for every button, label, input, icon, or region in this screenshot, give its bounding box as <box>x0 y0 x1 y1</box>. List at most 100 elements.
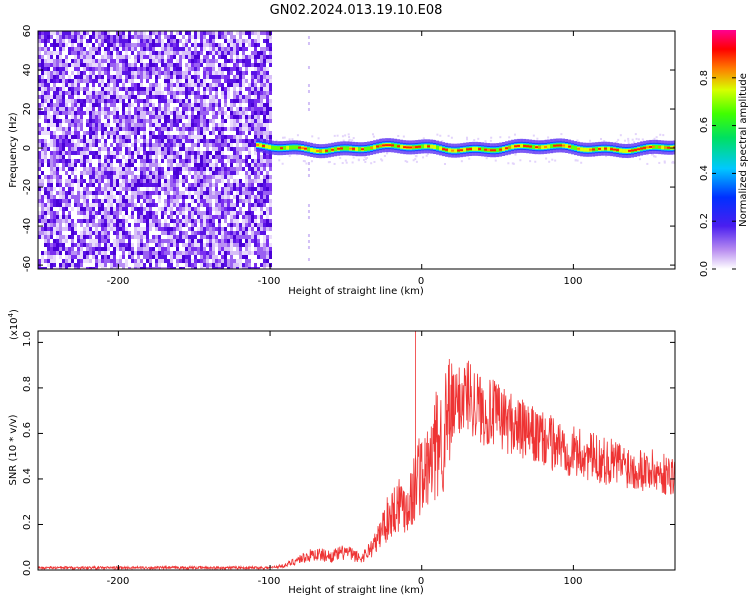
spectrogram-cell <box>209 43 212 47</box>
spectrogram-cell <box>197 231 200 235</box>
spectrogram-cell <box>254 95 257 99</box>
spectrogram-cell <box>155 31 158 35</box>
spectrogram-cell <box>98 263 101 267</box>
spectrogram-cell <box>248 167 251 171</box>
spectrogram-cell <box>167 43 170 47</box>
spectrogram-cell <box>68 195 71 199</box>
spectrogram-cell <box>149 259 152 263</box>
spectrogram-cell <box>110 59 113 63</box>
spectrogram-cell <box>68 83 71 87</box>
spectrogram-cell <box>236 39 239 43</box>
spectrogram-cell <box>86 131 89 135</box>
spectrogram-cell <box>251 103 254 107</box>
spectrogram-cell <box>161 243 164 247</box>
spectrogram-cell <box>224 251 227 255</box>
spectrogram-cell <box>68 75 71 79</box>
spectrogram-cell <box>325 149 329 152</box>
spectrogram-cell <box>98 67 101 71</box>
spectrogram-cell <box>164 35 167 39</box>
spectrogram-cell <box>260 47 263 51</box>
spectrogram-cell <box>203 263 206 267</box>
spectrogram-cell <box>38 95 41 99</box>
spectrogram-cell <box>137 211 140 215</box>
spectrogram-cell <box>164 155 167 159</box>
spectrogram-cell <box>218 139 221 143</box>
spectrogram-cell <box>188 267 191 269</box>
spectrogram-cell <box>197 179 200 183</box>
spectrogram-cell <box>59 255 62 259</box>
spectrogram-cell <box>92 247 95 251</box>
spectrogram-cell <box>74 75 77 79</box>
spectrogram-cell <box>209 91 212 95</box>
spectrogram-cell <box>134 143 137 147</box>
spectrogram-cell <box>116 95 119 99</box>
spectrogram-cell <box>310 160 313 163</box>
spectrogram-cell <box>116 135 119 139</box>
spectrogram-cell <box>218 239 221 243</box>
spectrogram-cell <box>230 203 233 207</box>
spectrogram-cell <box>191 227 194 231</box>
spectrogram-cell <box>188 187 191 191</box>
spectrogram-cell <box>191 131 194 135</box>
spectrogram-cell <box>185 127 188 131</box>
spectrogram-cell <box>254 147 257 151</box>
spectrogram-cell <box>143 115 146 119</box>
spectrogram-cell <box>50 223 53 227</box>
spectrogram-cell <box>233 231 236 235</box>
spectrogram-cell <box>254 87 257 91</box>
spectrogram-cell <box>188 215 191 219</box>
spectrogram-cell <box>44 131 47 135</box>
spectrogram-cell <box>200 203 203 207</box>
spectrogram-cell <box>38 39 41 43</box>
spectrogram-cell <box>122 199 125 203</box>
spectrogram-cell <box>251 55 254 59</box>
spectrogram-cell <box>203 123 206 127</box>
spectrogram-cell <box>155 151 158 155</box>
spectrogram-cell <box>71 103 74 107</box>
spectrogram-cell <box>125 59 128 63</box>
spectrogram-cell <box>164 259 167 263</box>
spectrogram-cell <box>62 151 65 155</box>
spectrogram-cell <box>56 203 59 207</box>
spectrogram-cell <box>623 139 626 142</box>
spectrogram-cell <box>68 211 71 215</box>
spectrogram-cell <box>137 179 140 183</box>
spectrogram-cell <box>266 199 269 203</box>
spectrogram-cell <box>242 47 245 51</box>
spectrogram-cell <box>89 151 92 155</box>
spectrogram-cell <box>161 123 164 127</box>
spectrogram-cell <box>125 203 128 207</box>
spectrogram-cell <box>50 211 53 215</box>
spectrogram-cell <box>194 255 197 259</box>
spectrogram-cell <box>203 39 206 43</box>
spectrogram-cell <box>218 231 221 235</box>
spectrogram-cell <box>71 115 74 119</box>
spectrogram-cell <box>176 259 179 263</box>
spectrogram-cell <box>239 127 242 131</box>
spectrogram-cell <box>209 175 212 179</box>
spectrogram-cell <box>155 203 158 207</box>
spectrogram-cell <box>53 227 56 231</box>
spectrogram-cell <box>41 139 44 143</box>
spectrogram-cell <box>134 43 137 47</box>
spectrogram-cell <box>185 163 188 167</box>
spectrogram-cell <box>98 123 101 127</box>
spectrogram-cell <box>230 171 233 175</box>
spectrogram-cell <box>92 179 95 183</box>
spectrogram-cell <box>83 75 86 79</box>
spectrogram-cell <box>125 55 128 59</box>
spectrogram-cell <box>107 227 110 231</box>
spectrogram-cell <box>653 155 656 158</box>
spectrogram-cell <box>152 119 155 123</box>
spectrogram-cell <box>56 219 59 223</box>
spectrogram-cell <box>41 255 44 259</box>
spectrogram-cell <box>182 111 185 115</box>
spectrogram-cell <box>146 139 149 143</box>
spectrogram-cell <box>233 167 236 171</box>
spectrogram-cell <box>50 187 53 191</box>
spectrogram-cell <box>95 131 98 135</box>
spectrogram-cell <box>107 175 110 179</box>
spectrogram-cell <box>182 51 185 55</box>
spectrogram-cell <box>95 127 98 131</box>
spectrogram-cell <box>119 263 122 267</box>
